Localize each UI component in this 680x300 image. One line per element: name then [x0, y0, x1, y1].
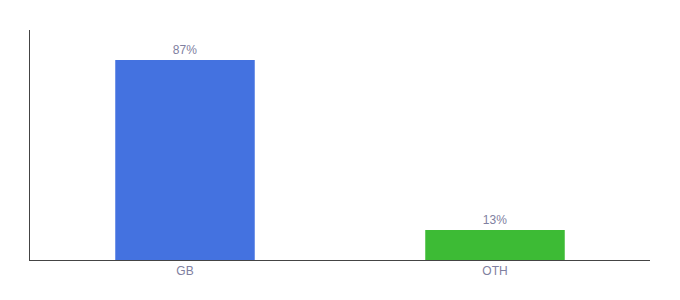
- svg-text:OTH: OTH: [482, 264, 507, 278]
- svg-text:GB: GB: [176, 264, 193, 278]
- svg-text:13%: 13%: [483, 213, 507, 227]
- svg-text:87%: 87%: [173, 43, 197, 57]
